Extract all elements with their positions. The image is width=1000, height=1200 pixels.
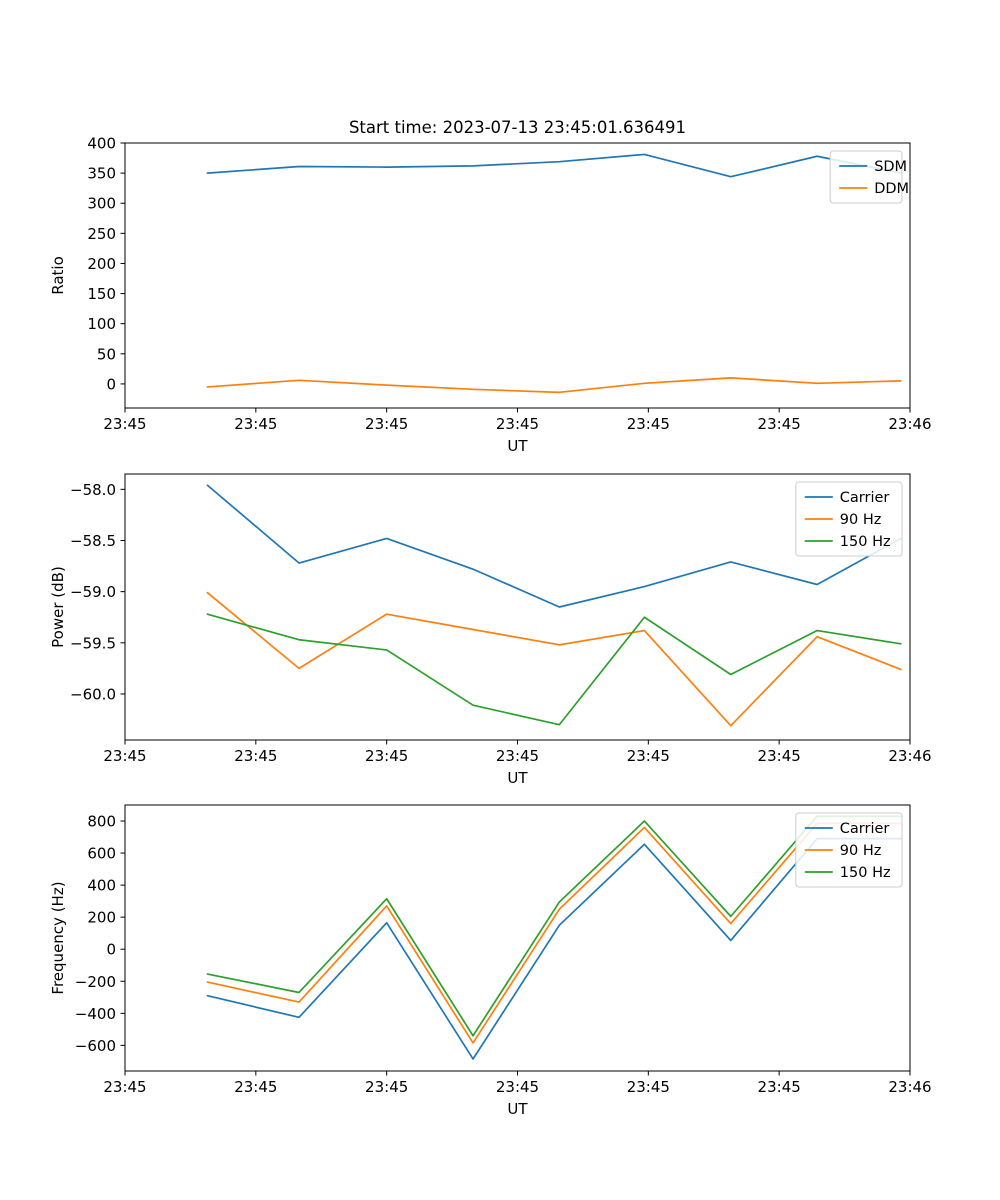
legend-label-sdm: SDM <box>874 159 907 175</box>
y-tick-label: 600 <box>87 845 116 863</box>
x-tick-label: 23:45 <box>365 1078 408 1096</box>
y-axis-label: Ratio <box>49 256 67 295</box>
y-tick-label: 200 <box>87 255 116 273</box>
x-axis-label: UT <box>507 1100 528 1118</box>
series-line-carrier <box>206 837 902 1060</box>
y-tick-label: −600 <box>75 1037 116 1055</box>
x-tick-label: 23:45 <box>365 747 408 765</box>
legend-label-90-hz: 90 Hz <box>840 512 882 528</box>
x-tick-label: 23:46 <box>888 1078 931 1096</box>
x-tick-label: 23:45 <box>234 747 277 765</box>
y-tick-label: 0 <box>106 375 116 393</box>
y-tick-label: −200 <box>75 973 116 991</box>
y-tick-label: −60.0 <box>70 685 116 703</box>
y-tick-label: 50 <box>97 345 116 363</box>
series-line-sdm <box>206 153 902 178</box>
legend-label-150-hz: 150 Hz <box>840 534 891 550</box>
y-tick-label: 800 <box>87 813 116 831</box>
x-tick-label: 23:45 <box>627 747 670 765</box>
x-tick-label: 23:45 <box>234 415 277 433</box>
x-tick-label: 23:45 <box>627 1078 670 1096</box>
series-line-ddm <box>206 377 902 394</box>
legend-label-carrier: Carrier <box>840 490 890 506</box>
x-tick-label: 23:45 <box>103 747 146 765</box>
x-tick-label: 23:45 <box>758 747 801 765</box>
y-tick-label: −59.0 <box>70 583 116 601</box>
legend-box <box>795 481 903 557</box>
legend-label-90-hz: 90 Hz <box>840 843 882 859</box>
x-tick-label: 23:45 <box>758 1078 801 1096</box>
legend: Carrier 90 Hz 150 Hz <box>795 812 903 888</box>
series-line-90-hz <box>206 822 902 1044</box>
x-tick-label: 23:46 <box>888 747 931 765</box>
y-tick-label: −58.0 <box>70 481 116 499</box>
y-tick-label: 100 <box>87 315 116 333</box>
y-tick-label: 300 <box>87 195 116 213</box>
legend-box <box>795 812 903 888</box>
x-tick-label: 23:45 <box>627 415 670 433</box>
y-tick-label: −400 <box>75 1005 116 1023</box>
x-axis-label: UT <box>507 769 528 787</box>
x-axis-label: UT <box>507 437 528 455</box>
y-tick-label: 350 <box>87 165 116 183</box>
y-axis-label: Frequency (Hz) <box>49 881 67 994</box>
y-tick-label: 200 <box>87 909 116 927</box>
legend-label-carrier: Carrier <box>840 821 890 837</box>
legend-label-ddm: DDM <box>874 181 909 197</box>
series-line-150-hz <box>206 613 902 726</box>
y-tick-label: −59.5 <box>70 634 116 652</box>
x-tick-label: 23:45 <box>496 1078 539 1096</box>
x-tick-label: 23:45 <box>496 747 539 765</box>
legend: Carrier 90 Hz 150 Hz <box>795 481 903 557</box>
plot-title: Start time: 2023-07-13 23:45:01.636491 <box>349 118 686 137</box>
x-tick-label: 23:46 <box>888 415 931 433</box>
series-line-150-hz <box>206 815 902 1037</box>
x-tick-label: 23:45 <box>103 1078 146 1096</box>
x-tick-label: 23:45 <box>234 1078 277 1096</box>
y-tick-label: 400 <box>87 877 116 895</box>
legend: SDM DDM <box>829 150 909 204</box>
legend-label-150-hz: 150 Hz <box>840 865 891 881</box>
x-tick-label: 23:45 <box>103 415 146 433</box>
x-tick-label: 23:45 <box>496 415 539 433</box>
y-axis-label: Power (dB) <box>49 566 67 648</box>
y-tick-label: 250 <box>87 225 116 243</box>
y-tick-label: 400 <box>87 135 116 153</box>
x-tick-label: 23:45 <box>758 415 801 433</box>
y-tick-label: −58.5 <box>70 532 116 550</box>
y-tick-label: 0 <box>106 941 116 959</box>
series-line-90-hz <box>206 591 902 727</box>
series-line-carrier <box>206 484 902 608</box>
legend-box <box>829 150 903 204</box>
x-tick-label: 23:45 <box>365 415 408 433</box>
y-tick-label: 150 <box>87 285 116 303</box>
